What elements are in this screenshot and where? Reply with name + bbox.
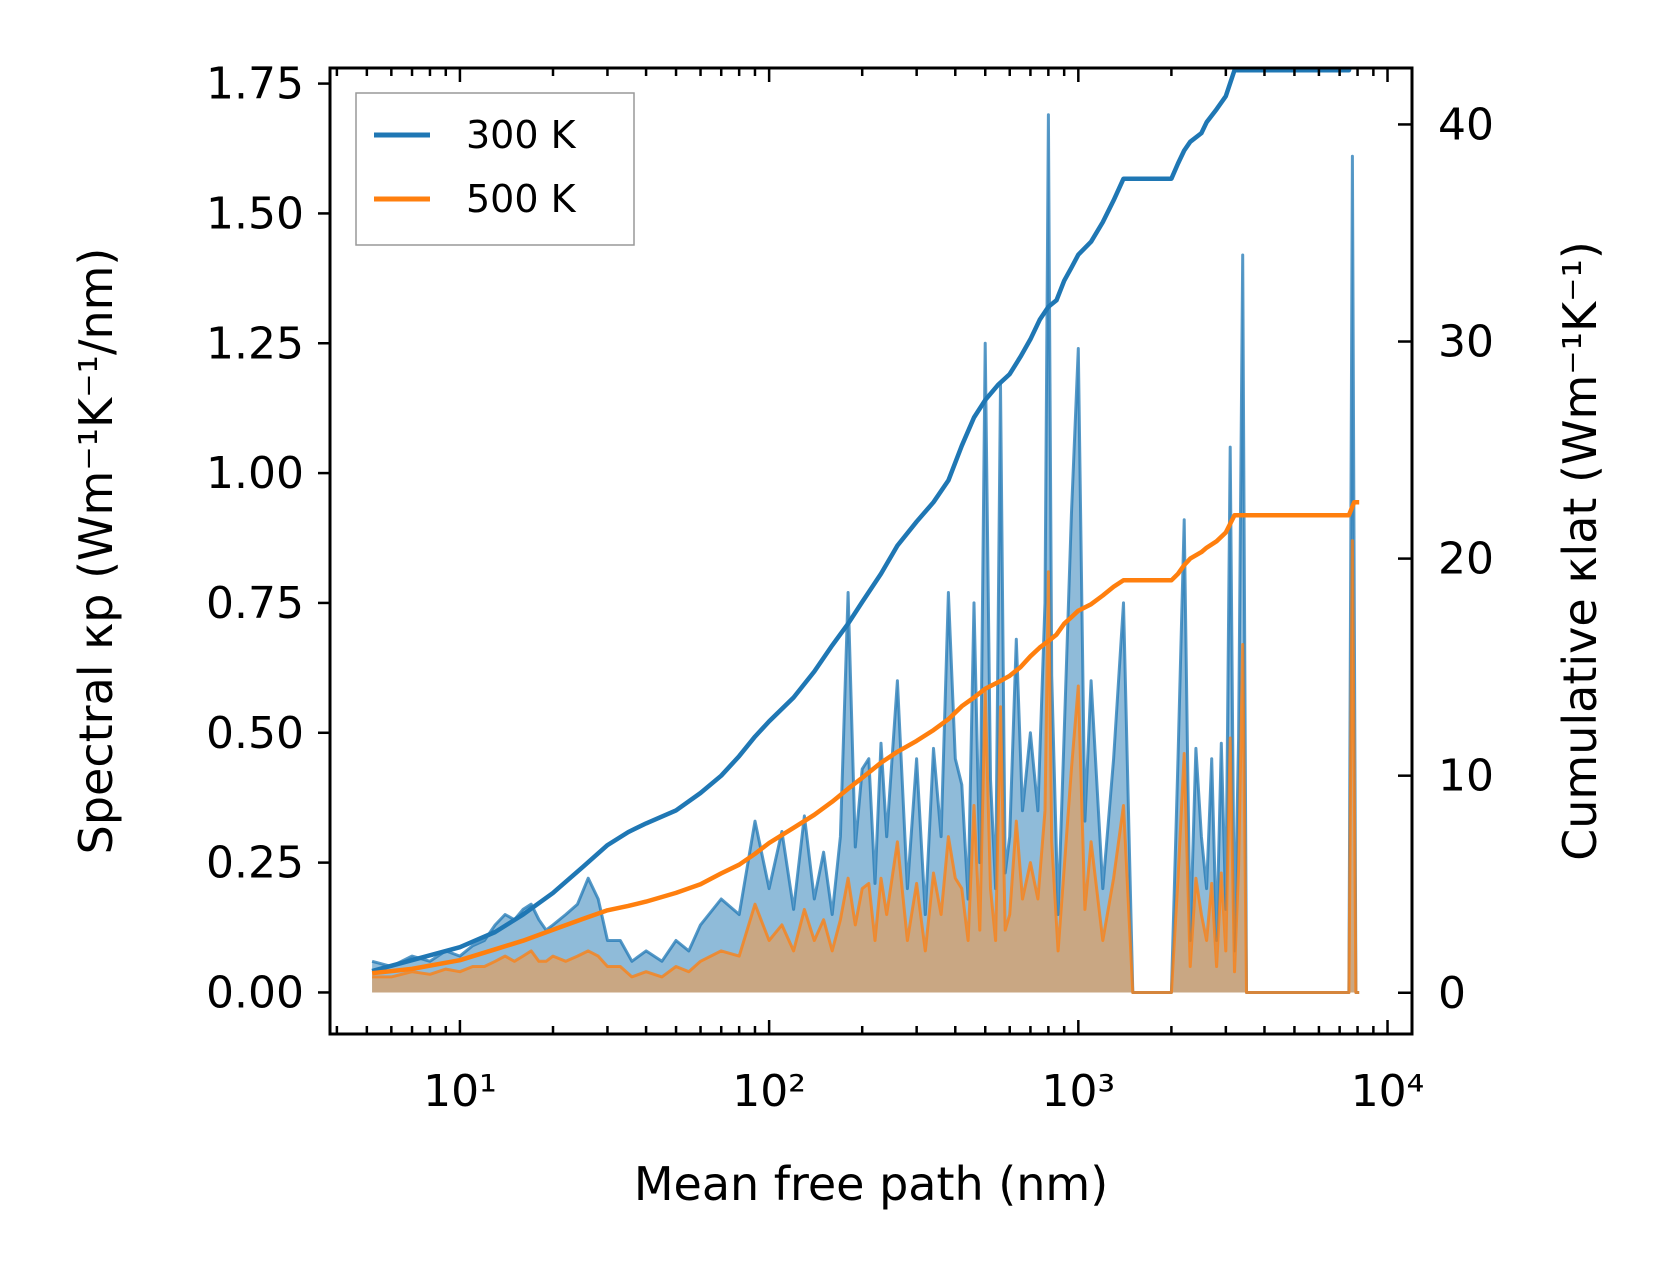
spectral-area-500k [372,540,1360,993]
y-left-tick-label: 1.75 [206,59,304,110]
y-left-tick-label: 1.00 [206,448,304,499]
spectral-series-layer [371,113,1360,994]
y-left-tick-label: 1.25 [206,318,304,369]
plot-area [328,66,1414,1036]
x-tick-label: 10¹ [423,1066,497,1117]
y-left-tick-label: 0.25 [206,838,304,889]
legend: 300 K 500 K [355,92,635,246]
y-left-tick-label: 0.50 [206,708,304,759]
x-axis-ticks: 10¹ 10² 10³ 10⁴ [335,68,1425,1117]
legend-label-300k: 300 K [466,113,577,157]
x-tick-label: 10² [732,1066,806,1117]
y-right-axis-label: Cumulative κlat (Wm⁻¹K⁻¹) [1553,241,1607,861]
x-tick-label: 10³ [1042,1066,1116,1117]
y-left-axis-label: Spectral κp (Wm⁻¹K⁻¹/nm) [69,248,123,855]
x-tick-label: 10⁴ [1351,1066,1425,1117]
y-right-tick-label: 40 [1438,99,1494,150]
spectral-area-300k [372,114,1360,993]
y-right-tick-label: 30 [1438,317,1494,368]
y-right-tick-label: 10 [1438,751,1494,802]
y-left-axis-ticks: 0.00 0.25 0.50 0.75 1.00 1.25 1.50 1.75 [206,59,330,1018]
spectral-line-500k [372,539,1360,994]
cumulative-line-300k [371,68,1352,974]
y-right-tick-label: 20 [1438,534,1494,585]
cumulative-line-500k [371,499,1360,976]
legend-label-500k: 500 K [466,177,577,221]
y-left-tick-label: 1.50 [206,188,304,239]
spectral-line-300k [371,113,1360,994]
legend-box [355,92,635,246]
x-axis-label: Mean free path (nm) [634,1157,1108,1211]
y-right-tick-label: 0 [1438,968,1466,1019]
y-left-tick-label: 0.00 [206,967,304,1018]
y-right-axis-ticks: 0 10 20 30 40 [1398,99,1494,1019]
y-left-tick-label: 0.75 [206,578,304,629]
axes-frame [328,66,1414,1036]
cumulative-series-layer [371,68,1360,976]
